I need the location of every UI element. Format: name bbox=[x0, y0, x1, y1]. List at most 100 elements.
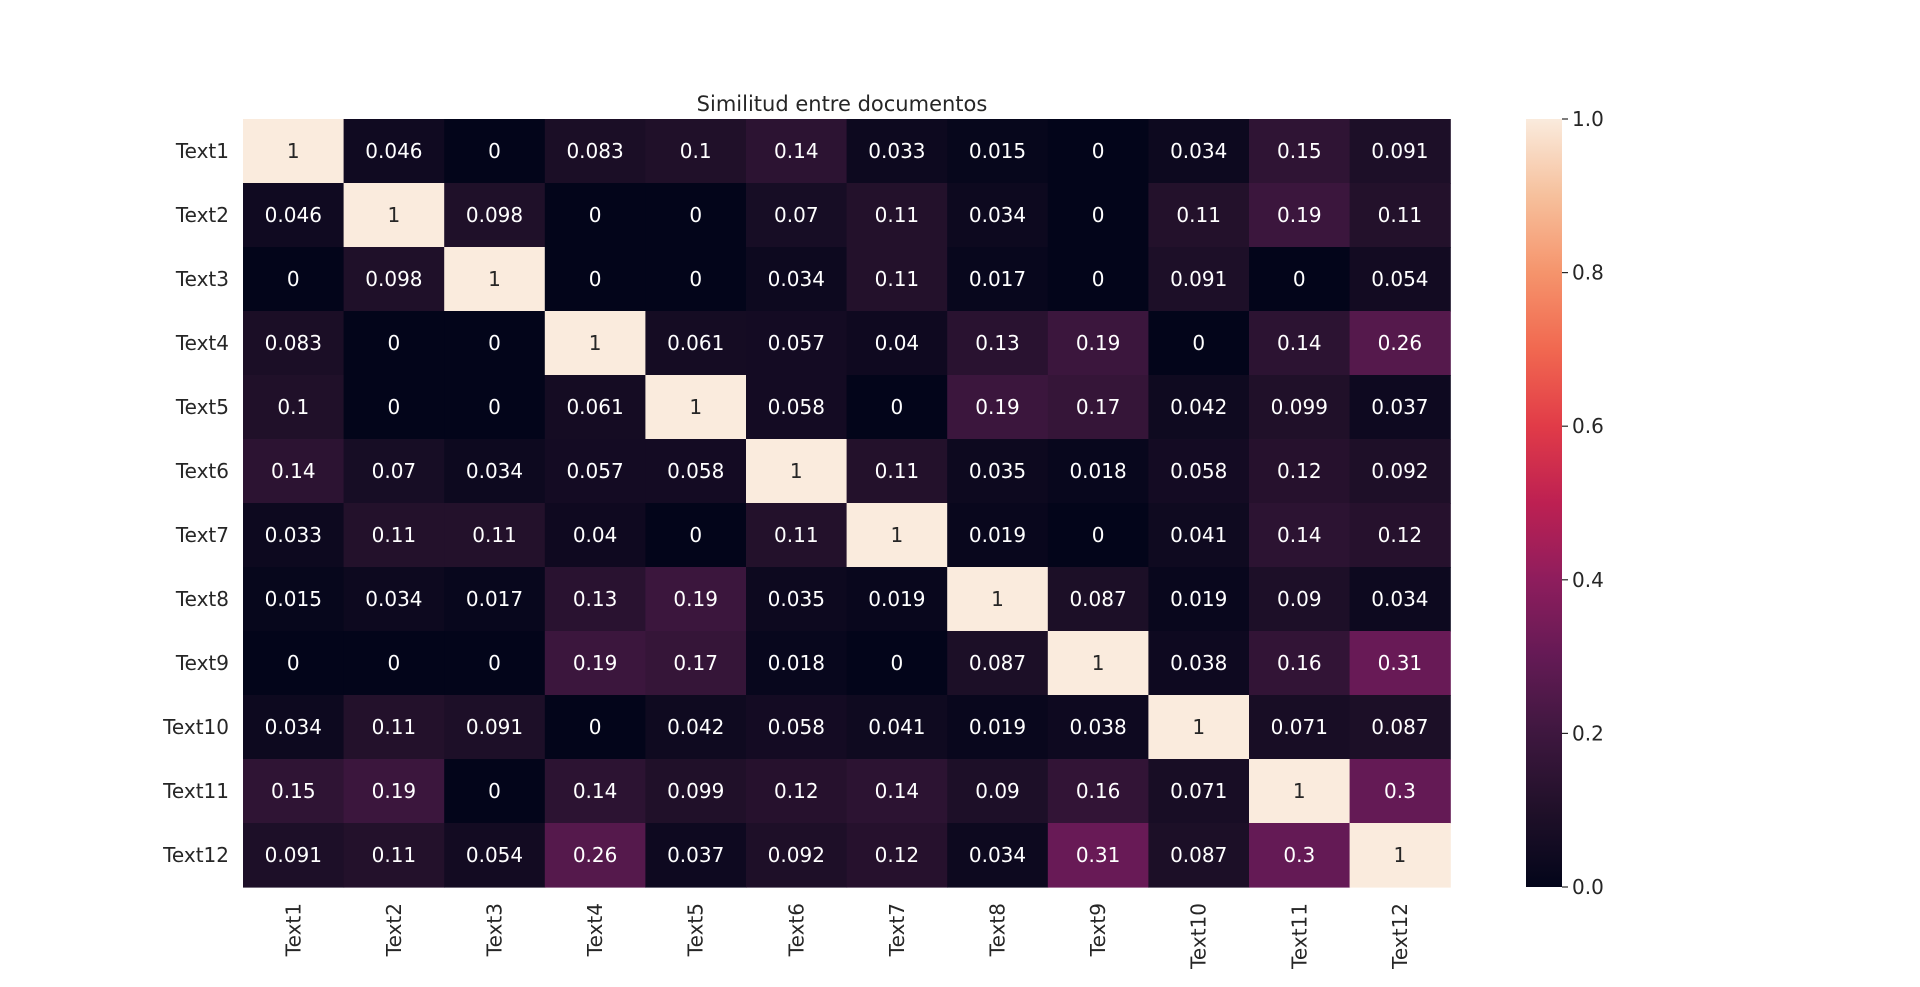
heatmap-cell bbox=[746, 375, 848, 440]
heatmap-cell bbox=[343, 759, 445, 824]
heatmap-cell bbox=[1047, 439, 1149, 504]
heatmap-cell bbox=[645, 823, 747, 888]
heatmap-cell bbox=[645, 439, 747, 504]
cell-annotation: 1 bbox=[488, 267, 501, 291]
heatmap-cell bbox=[444, 311, 546, 376]
x-tick-label: Text12 bbox=[1388, 903, 1412, 970]
heatmap-cell bbox=[1047, 695, 1149, 760]
cell-annotation: 0.11 bbox=[472, 523, 517, 547]
heatmap-cell bbox=[947, 247, 1049, 312]
cell-annotation: 0 bbox=[287, 267, 300, 291]
x-tick-label: Text6 bbox=[784, 903, 808, 957]
cell-annotation: 0 bbox=[388, 395, 401, 419]
cell-annotation: 0 bbox=[689, 203, 702, 227]
x-tick-labels: Text1 Text2 Text3 Text4 Text5 Text6 Text7 Text8… bbox=[281, 903, 1412, 970]
cell-annotation: 0.07 bbox=[372, 459, 417, 483]
heatmap-cell bbox=[746, 823, 848, 888]
heatmap-cell bbox=[645, 119, 747, 184]
heatmap-cell bbox=[343, 375, 445, 440]
heatmap-cell bbox=[1249, 183, 1351, 248]
cell-annotation: 0 bbox=[388, 651, 401, 675]
heatmap-cell bbox=[1047, 119, 1149, 184]
heatmap-cell bbox=[846, 183, 948, 248]
cell-annotation: 0.034 bbox=[365, 587, 422, 611]
x-tick-label: Text9 bbox=[1086, 903, 1110, 957]
heatmap-cell bbox=[1047, 375, 1149, 440]
heatmap-cell bbox=[343, 183, 445, 248]
cell-annotation: 0.09 bbox=[975, 779, 1020, 803]
y-tick-label: Text12 bbox=[162, 843, 229, 867]
cell-annotation: 0.099 bbox=[1271, 395, 1328, 419]
heatmap-cell bbox=[243, 439, 345, 504]
cell-annotation: 0 bbox=[1092, 139, 1105, 163]
heatmap-cell bbox=[947, 439, 1049, 504]
heatmap-cell bbox=[243, 695, 345, 760]
y-tick-label: Text7 bbox=[175, 523, 229, 547]
heatmap-cells bbox=[243, 119, 1451, 888]
cell-annotation: 0.042 bbox=[1170, 395, 1227, 419]
cell-annotation: 0.035 bbox=[969, 459, 1026, 483]
heatmap-cell bbox=[645, 247, 747, 312]
cell-annotation: 0 bbox=[1092, 267, 1105, 291]
heatmap-cell bbox=[746, 695, 848, 760]
heatmap-cell bbox=[1349, 567, 1451, 632]
heatmap-cell bbox=[243, 567, 345, 632]
cell-annotation: 0.12 bbox=[774, 779, 819, 803]
heatmap-cell bbox=[1047, 247, 1149, 312]
cell-annotation: 0.11 bbox=[1176, 203, 1221, 227]
heatmap-cell bbox=[1249, 695, 1351, 760]
cell-annotation: 0.19 bbox=[1277, 203, 1322, 227]
cell-annotation: 0.092 bbox=[768, 843, 825, 867]
heatmap-cell bbox=[343, 247, 445, 312]
heatmap-cell bbox=[544, 567, 646, 632]
cell-annotation: 0.041 bbox=[868, 715, 925, 739]
heatmap-cell bbox=[444, 375, 546, 440]
cell-annotation: 0.034 bbox=[768, 267, 825, 291]
heatmap-cell bbox=[444, 439, 546, 504]
cell-annotation: 0 bbox=[689, 267, 702, 291]
heatmap-cell bbox=[645, 631, 747, 696]
heatmap-cell bbox=[343, 695, 445, 760]
heatmap-cell bbox=[1249, 503, 1351, 568]
heatmap-cell bbox=[243, 183, 345, 248]
heatmap-cell bbox=[1349, 631, 1451, 696]
chart-title: Similitud entre documentos bbox=[697, 92, 988, 116]
cell-annotation: 0.015 bbox=[969, 139, 1026, 163]
heatmap-cell bbox=[544, 247, 646, 312]
heatmap-cell bbox=[846, 823, 948, 888]
x-tick-label: Text7 bbox=[885, 903, 909, 957]
cell-annotation: 0.098 bbox=[365, 267, 422, 291]
heatmap-cell bbox=[544, 119, 646, 184]
heatmap-cell bbox=[444, 631, 546, 696]
cell-annotation: 0.11 bbox=[875, 203, 920, 227]
cell-annotation: 0.087 bbox=[1069, 587, 1126, 611]
cell-annotation: 0.19 bbox=[573, 651, 618, 675]
cell-annotation: 1 bbox=[1092, 651, 1105, 675]
heatmap-cell bbox=[343, 119, 445, 184]
cell-annotation: 0.31 bbox=[1076, 843, 1121, 867]
cell-annotation: 0.035 bbox=[768, 587, 825, 611]
cell-annotation: 0.14 bbox=[271, 459, 316, 483]
heatmap-cell bbox=[645, 375, 747, 440]
cell-annotation: 0.017 bbox=[969, 267, 1026, 291]
heatmap-cell bbox=[544, 375, 646, 440]
heatmap-cell bbox=[444, 119, 546, 184]
cell-annotation: 0.037 bbox=[667, 843, 724, 867]
heatmap-cell bbox=[343, 631, 445, 696]
heatmap-cell bbox=[1148, 759, 1250, 824]
heatmap-cell bbox=[1349, 823, 1451, 888]
heatmap-cell bbox=[343, 823, 445, 888]
heatmap-cell bbox=[746, 311, 848, 376]
heatmap-cell bbox=[1047, 183, 1149, 248]
heatmap-cell bbox=[746, 183, 848, 248]
cell-annotation: 0.087 bbox=[1371, 715, 1428, 739]
cell-annotation: 0.058 bbox=[1170, 459, 1227, 483]
cell-annotation: 0.091 bbox=[265, 843, 322, 867]
heatmap-cell bbox=[1249, 375, 1351, 440]
cell-annotation: 0.3 bbox=[1384, 779, 1416, 803]
cell-annotation: 0.034 bbox=[265, 715, 322, 739]
heatmap-cell bbox=[947, 311, 1049, 376]
y-tick-label: Text3 bbox=[175, 267, 229, 291]
heatmap-cell bbox=[1148, 439, 1250, 504]
